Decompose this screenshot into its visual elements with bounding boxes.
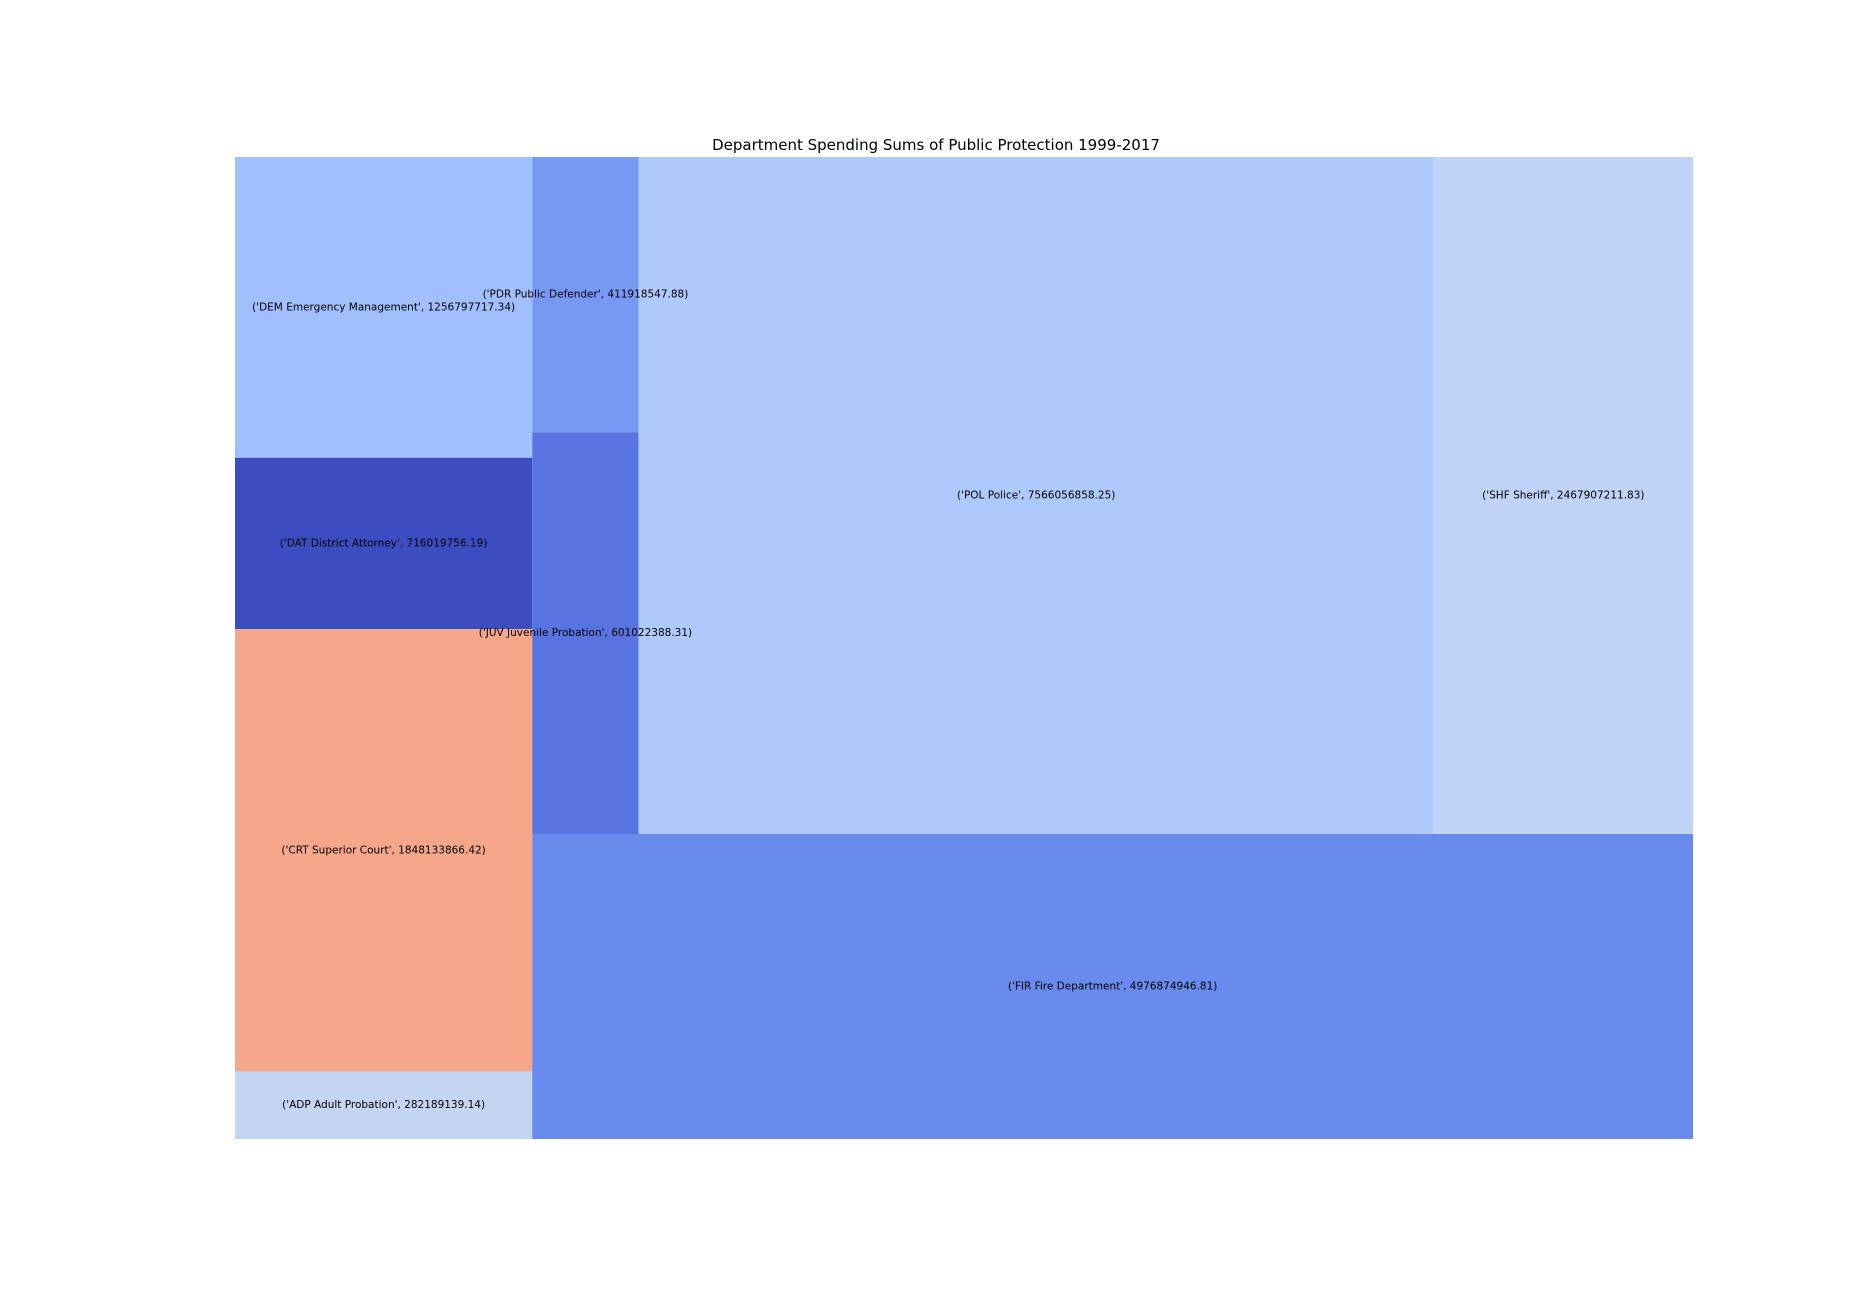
treemap-label-adp-adult-probation: ('ADP Adult Probation', 282189139.14) bbox=[282, 1099, 485, 1111]
treemap-label-crt-superior-court: ('CRT Superior Court', 1848133866.42) bbox=[281, 844, 485, 856]
treemap-label-dat-district-attorney: ('DAT District Attorney', 716019756.19) bbox=[280, 537, 488, 549]
treemap-tile-pdr-public-defender bbox=[532, 157, 639, 433]
treemap-label-juv-juvenile-probation: ('JUV Juvenile Probation', 601022388.31) bbox=[479, 627, 692, 639]
treemap-tile-shf-sheriff bbox=[1433, 157, 1693, 834]
treemap-tile-dem-emergency-management bbox=[235, 157, 533, 458]
chart-title: Department Spending Sums of Public Prote… bbox=[712, 136, 1160, 154]
treemap-label-pol-police: ('POL Police', 7566056858.25) bbox=[957, 489, 1115, 501]
treemap-tile-pol-police bbox=[638, 157, 1434, 834]
treemap-label-dem-emergency-management: ('DEM Emergency Management', 1256797717.… bbox=[252, 301, 515, 313]
treemap-label-pdr-public-defender: ('PDR Public Defender', 411918547.88) bbox=[483, 289, 689, 301]
treemap-tile-juv-juvenile-probation bbox=[532, 432, 639, 834]
treemap-label-fir-fire-department: ('FIR Fire Department', 4976874946.81) bbox=[1008, 980, 1218, 992]
treemap-label-shf-sheriff: ('SHF Sheriff', 2467907211.83) bbox=[1482, 489, 1644, 501]
treemap-tile-dat-district-attorney bbox=[235, 457, 533, 630]
treemap-tile-crt-superior-court bbox=[235, 629, 533, 1072]
treemap-tile-fir-fire-department bbox=[532, 833, 1693, 1139]
treemap-tile-adp-adult-probation bbox=[235, 1071, 533, 1139]
